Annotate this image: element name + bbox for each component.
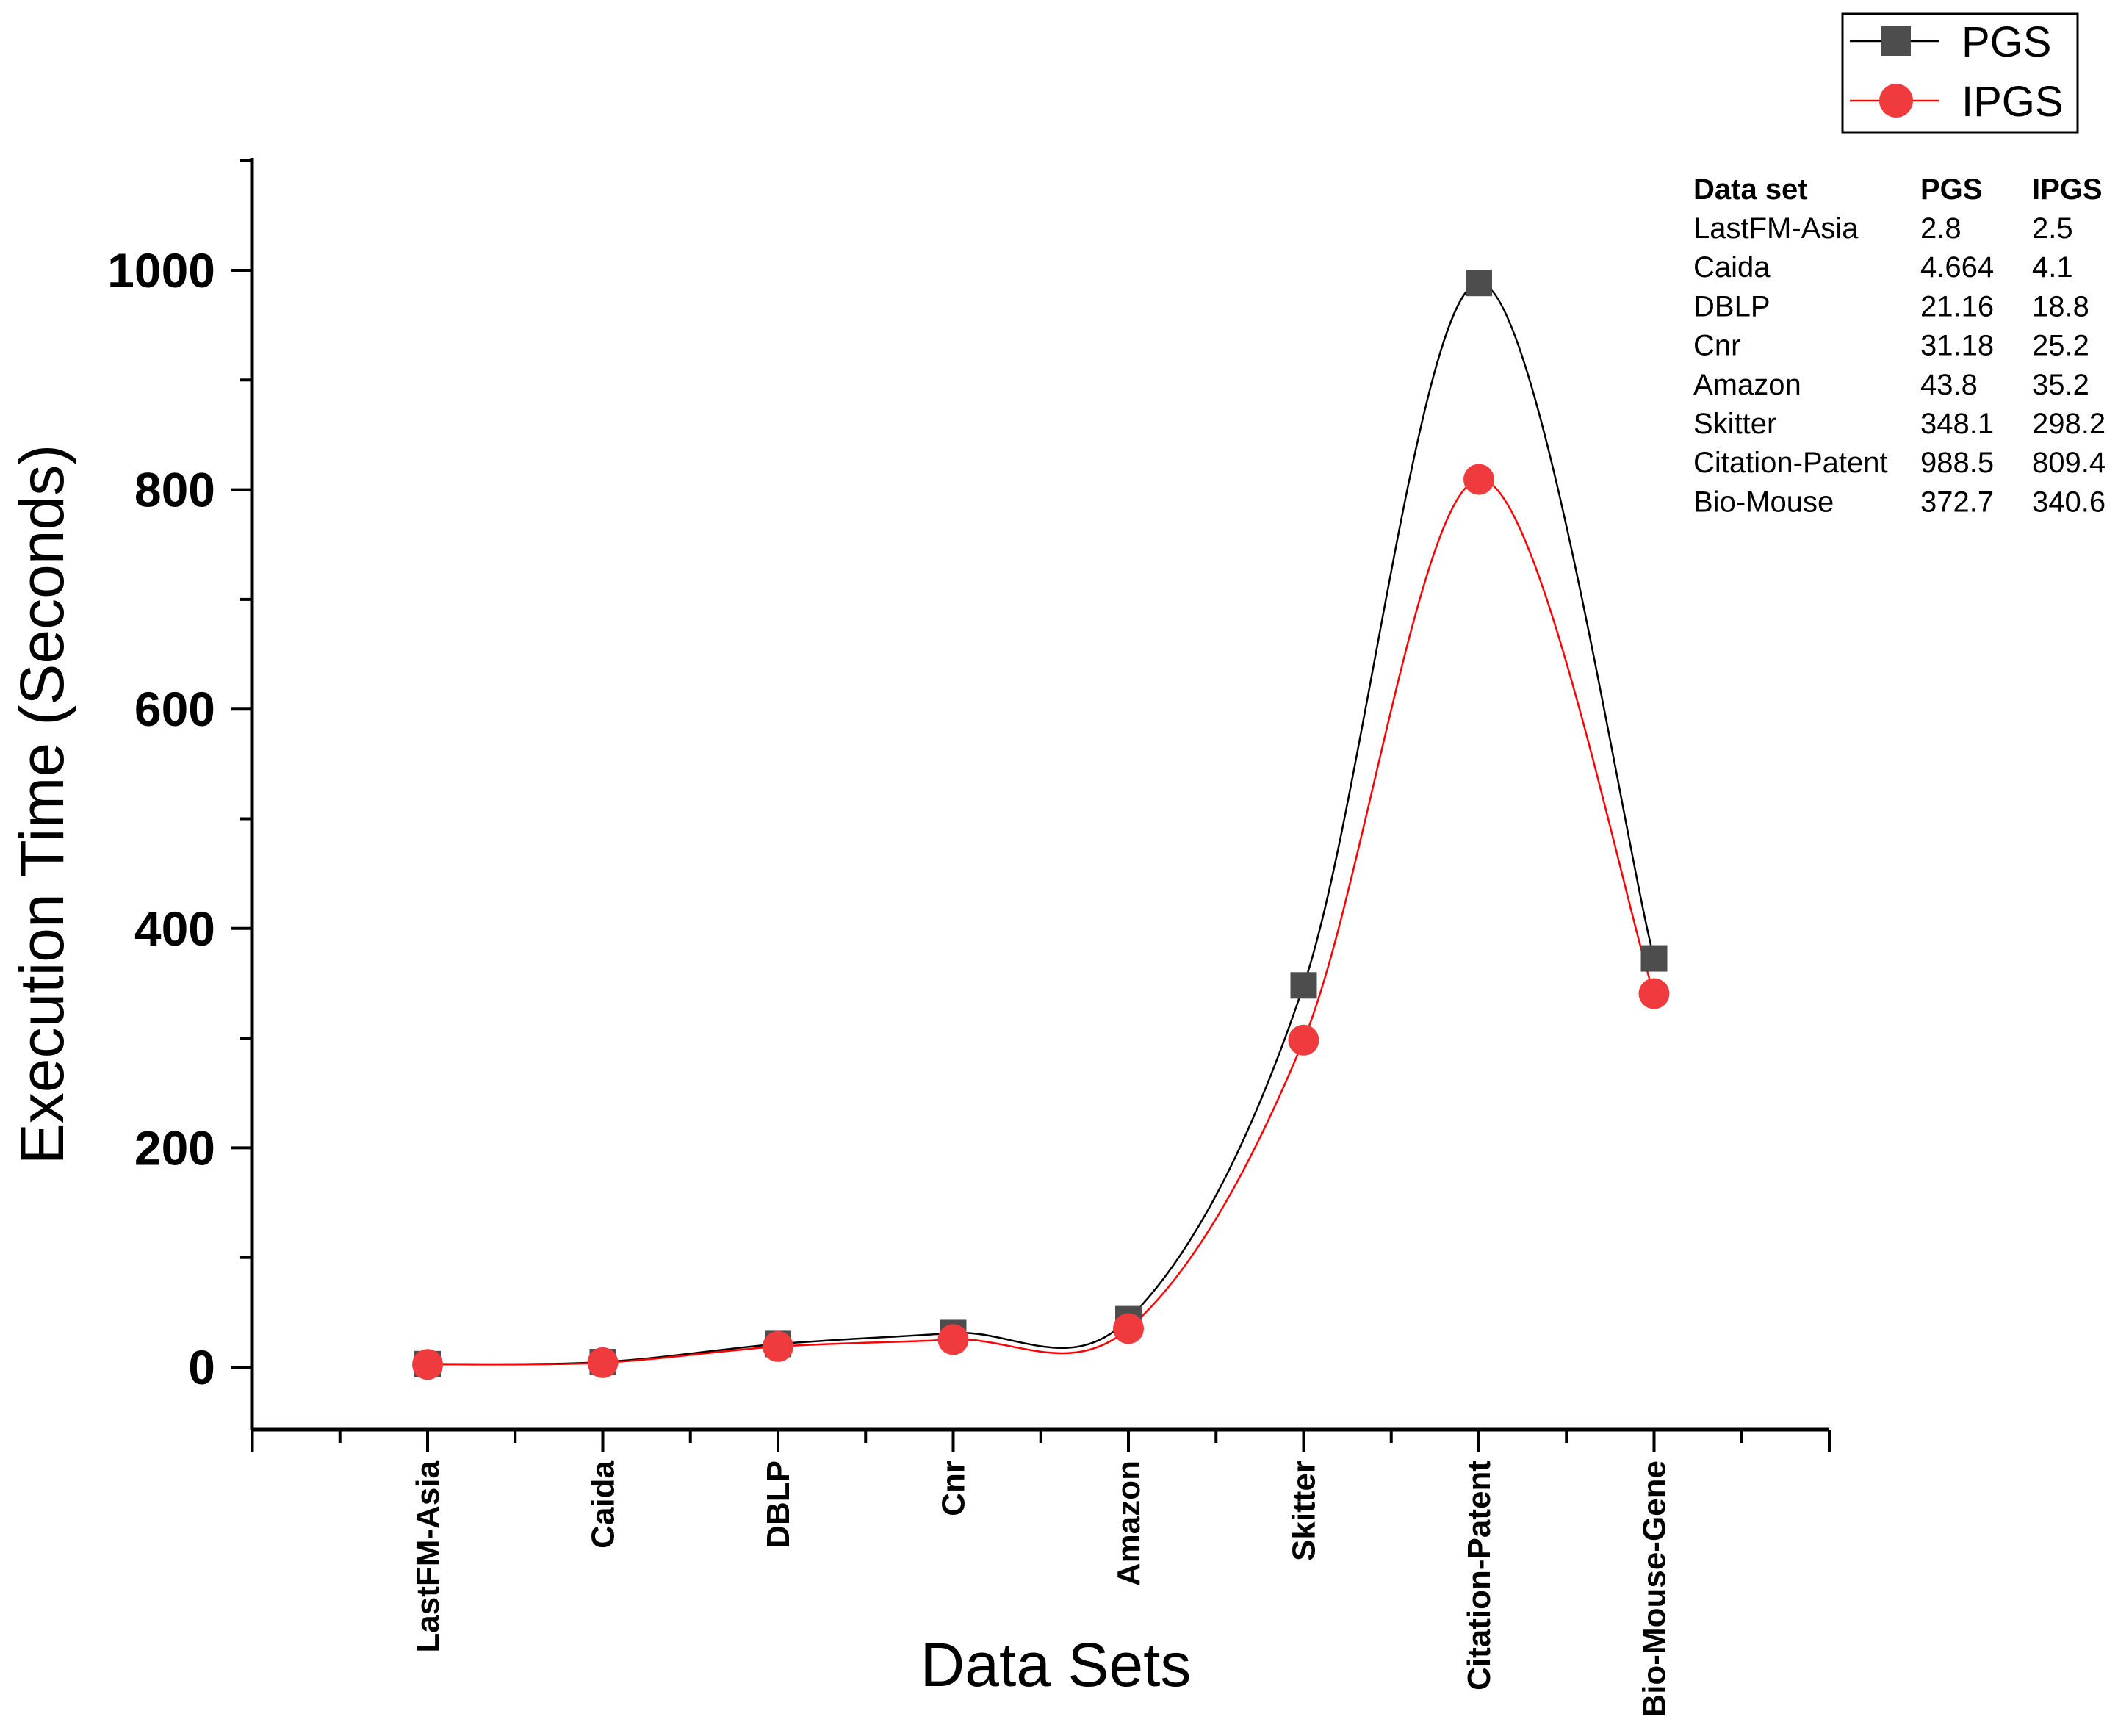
- legend-circle-icon: [1879, 84, 1913, 118]
- table-cell: 4.664: [1920, 251, 1994, 284]
- marker-ipgs: [763, 1330, 793, 1362]
- table-cell: Citation-Patent: [1693, 447, 1888, 479]
- marker-pgs: [1290, 972, 1317, 999]
- table-cell: 372.7: [1920, 486, 1994, 518]
- x-tick-label: Amazon: [1111, 1461, 1147, 1586]
- marker-pgs: [1640, 945, 1668, 972]
- table-cell: 2.5: [2032, 212, 2073, 245]
- x-tick-label: DBLP: [760, 1461, 796, 1549]
- series-line-ipgs: [427, 478, 1655, 1366]
- marker-pgs: [1466, 270, 1492, 297]
- legend: PGS IPGS: [1841, 12, 2079, 134]
- table-cell: Bio-Mouse: [1693, 486, 1834, 518]
- series-markers: [412, 270, 1670, 1380]
- y-tick-label: 600: [134, 682, 215, 736]
- table-cell: 21.16: [1920, 290, 1994, 323]
- marker-ipgs: [1463, 464, 1494, 495]
- axes: [231, 158, 1831, 1452]
- x-axis-title: Data Sets: [921, 1630, 1192, 1699]
- table-cell: Cnr: [1693, 330, 1740, 362]
- tick-labels: 0 200 400 600 800 1000 LastFM-Asia Caida DBLP Cnr…: [107, 243, 1672, 1718]
- table-cell: 4.1: [2032, 251, 2073, 284]
- table-cell: Caida: [1693, 251, 1771, 284]
- x-tick-label: Citation-Patent: [1461, 1461, 1497, 1690]
- marker-ipgs: [412, 1349, 443, 1380]
- x-tick-label: Skitter: [1286, 1461, 1322, 1561]
- table-cell: Skitter: [1693, 408, 1776, 440]
- table-cell: 25.2: [2032, 330, 2089, 362]
- y-axis-title: Execution Time (Seconds): [7, 444, 76, 1164]
- y-tick-label: 0: [188, 1340, 215, 1394]
- marker-ipgs: [1288, 1024, 1319, 1056]
- table-cell: 340.6: [2032, 486, 2106, 518]
- table-header: Data set: [1693, 173, 1808, 206]
- table-cell: 2.8: [1920, 212, 1962, 245]
- table-cell: DBLP: [1693, 290, 1771, 323]
- table-cell: 298.2: [2032, 408, 2106, 440]
- x-tick-label: Caida: [586, 1460, 622, 1548]
- series-curves: [427, 281, 1655, 1366]
- x-tick-label: LastFM-Asia: [410, 1460, 446, 1652]
- table-cell: 43.8: [1920, 369, 1978, 401]
- legend-square-icon: [1881, 26, 1911, 56]
- legend-label: IPGS: [1962, 78, 2064, 126]
- table-cell: 809.4: [2032, 447, 2106, 479]
- table-header: IPGS: [2032, 173, 2103, 206]
- table-cell: 35.2: [2032, 369, 2089, 401]
- table-cell: 988.5: [1920, 447, 1994, 479]
- y-tick-label: 400: [134, 901, 215, 956]
- table-cell: 31.18: [1920, 330, 1994, 362]
- series-line-pgs: [427, 281, 1655, 1366]
- y-tick-label: 800: [134, 463, 215, 517]
- marker-ipgs: [937, 1324, 969, 1355]
- marker-ipgs: [1113, 1313, 1144, 1344]
- table-cell: Amazon: [1693, 369, 1801, 401]
- inset-data-table: Data set PGS IPGS LastFM-Asia 2.8 2.5 Caida 4.6…: [1693, 173, 2106, 518]
- x-tick-label: Cnr: [936, 1461, 972, 1516]
- table-cell: 348.1: [1920, 408, 1994, 440]
- table-cell: LastFM-Asia: [1693, 212, 1859, 245]
- y-tick-label: 200: [134, 1120, 215, 1175]
- table-cell: 18.8: [2032, 290, 2089, 323]
- x-tick-label: Bio-Mouse-Gene: [1637, 1461, 1673, 1718]
- marker-ipgs: [587, 1347, 619, 1378]
- y-tick-label: 1000: [107, 243, 215, 298]
- legend-label: PGS: [1962, 18, 2052, 66]
- table-header: PGS: [1920, 173, 1982, 206]
- marker-ipgs: [1638, 978, 1670, 1009]
